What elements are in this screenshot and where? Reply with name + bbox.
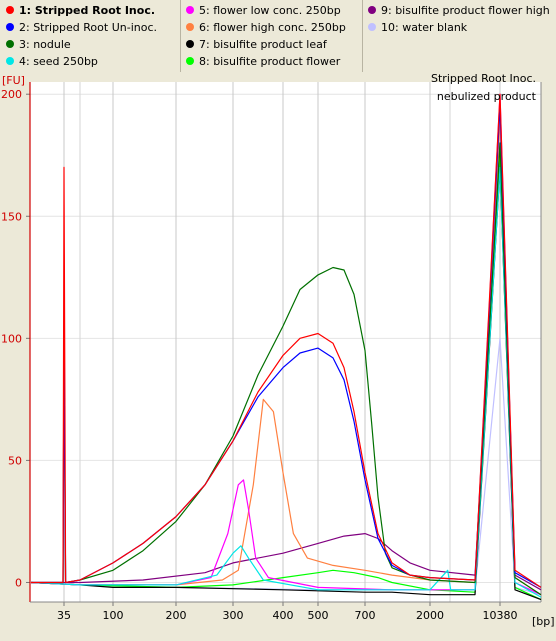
legend-label-5: 5: flower low conc. 250bp: [199, 4, 341, 17]
y-axis-label: [FU]: [2, 74, 25, 87]
legend-dot-7: [186, 40, 194, 48]
legend-dot-5: [186, 6, 194, 14]
legend-item-2[interactable]: 2: Stripped Root Un-inoc.: [0, 19, 157, 36]
legend-column-2: 5: flower low conc. 250bp 6: flower high…: [180, 0, 363, 72]
x-tick-label: 100: [103, 609, 124, 622]
x-axis-label: [bp]: [532, 615, 555, 628]
chart-svg: 0 50 100 150 200 35 100 200 300 400 500 700 2000 1038…: [0, 72, 556, 637]
legend-dot-4: [6, 57, 14, 65]
y-tick-label: 50: [8, 454, 22, 467]
chart-legend: 1: Stripped Root Inoc. 2: Stripped Root …: [0, 0, 556, 72]
legend-item-7[interactable]: 7: bisulfite product leaf: [180, 36, 327, 53]
y-tick-label: 100: [1, 332, 22, 345]
series-line-4: [30, 166, 542, 598]
legend-label-3: 3: nodule: [19, 38, 71, 51]
legend-label-7: 7: bisulfite product leaf: [199, 38, 327, 51]
annotation-line-2: nebulized product: [437, 90, 537, 103]
legend-dot-2: [6, 23, 14, 31]
legend-item-10[interactable]: 10: water blank: [362, 19, 467, 36]
y-tick-label: 0: [15, 576, 22, 589]
legend-label-2: 2: Stripped Root Un-inoc.: [19, 21, 157, 34]
axes: 0 50 100 150 200 35 100 200 300 400 500 700 2000 1038…: [1, 82, 542, 622]
legend-dot-8: [186, 57, 194, 65]
annotation-line-1: Stripped Root Inoc.: [431, 72, 536, 85]
series-lines: [30, 93, 542, 601]
series-line-1: [31, 93, 542, 588]
legend-label-8: 8: bisulfite product flower: [199, 55, 341, 68]
legend-label-6: 6: flower high conc. 250bp: [199, 21, 346, 34]
legend-dot-10: [368, 23, 376, 31]
legend-label-9: 9: bisulfite product flower high: [381, 4, 550, 17]
legend-item-8[interactable]: 8: bisulfite product flower: [180, 53, 340, 70]
legend-dot-9: [368, 6, 376, 14]
legend-item-4[interactable]: 4: seed 250bp: [0, 53, 98, 70]
y-tick-label: 150: [1, 210, 22, 223]
legend-dot-1: [6, 6, 14, 14]
series-line-3: [31, 142, 542, 596]
legend-item-9[interactable]: 9: bisulfite product flower high: [362, 2, 550, 19]
x-tick-label: 35: [57, 609, 71, 622]
plot-area: [30, 82, 541, 602]
legend-column-1: 1: Stripped Root Inoc. 2: Stripped Root …: [0, 0, 181, 72]
x-tick-label: 200: [166, 609, 187, 622]
legend-column-3: 9: bisulfite product flower high 10: wat…: [362, 0, 556, 72]
x-tick-label: 300: [223, 609, 244, 622]
x-tick-label: 2000: [416, 609, 444, 622]
x-tick-label: 400: [273, 609, 294, 622]
electropherogram-plot: 0 50 100 150 200 35 100 200 300 400 500 700 2000 1038…: [0, 72, 556, 637]
legend-label-10: 10: water blank: [381, 21, 468, 34]
legend-label-1: 1: Stripped Root Inoc.: [19, 4, 156, 17]
legend-item-3[interactable]: 3: nodule: [0, 36, 71, 53]
legend-label-4: 4: seed 250bp: [19, 55, 98, 68]
legend-item-6[interactable]: 6: flower high conc. 250bp: [180, 19, 346, 36]
x-tick-label: 700: [355, 609, 376, 622]
legend-item-1[interactable]: 1: Stripped Root Inoc.: [0, 2, 155, 19]
x-tick-label: 500: [308, 609, 329, 622]
y-tick-label: 200: [1, 88, 22, 101]
legend-dot-6: [186, 23, 194, 31]
legend-dot-3: [6, 40, 14, 48]
legend-item-5[interactable]: 5: flower low conc. 250bp: [180, 2, 341, 19]
x-tick-label: 10380: [483, 609, 518, 622]
